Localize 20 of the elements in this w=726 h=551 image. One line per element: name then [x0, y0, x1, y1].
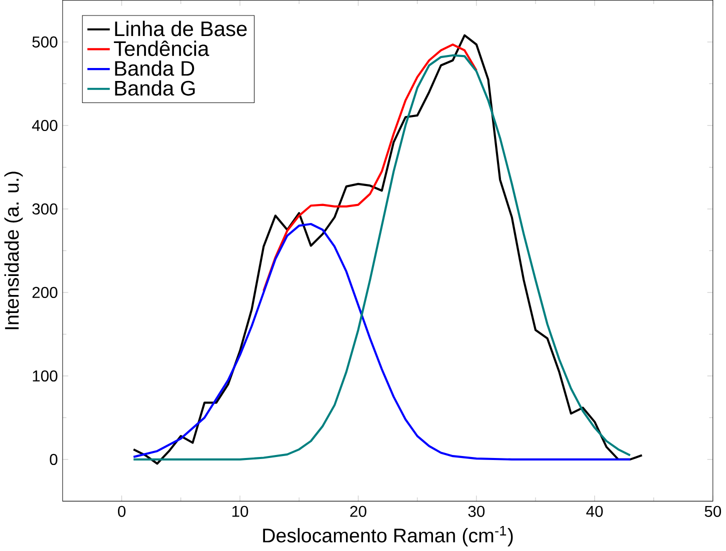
y-axis-title: Intensidade (a. u.)	[4, 172, 23, 330]
y-tick-label: 300	[32, 204, 58, 215]
x-tick-label: 0	[118, 506, 126, 518]
line-series	[262, 44, 478, 292]
y-tick-label: 200	[32, 287, 58, 298]
y-tick-label: 0	[50, 454, 58, 466]
x-tick-label: 10	[232, 506, 248, 518]
y-tick-label: 100	[32, 370, 58, 382]
x-tick-label: 50	[704, 506, 722, 518]
x-tick-label: 40	[586, 506, 603, 518]
y-tick-label: 500	[32, 36, 58, 48]
legend-label: Banda D	[115, 60, 194, 76]
x-axis-title: Deslocamento Raman (cm$^{-1}$)	[263, 526, 513, 546]
legend-label: Banda G	[115, 80, 195, 96]
x-tick-label: 20	[350, 506, 366, 518]
legend-label: Tendência	[114, 40, 210, 56]
legend-label: Linha de Base	[115, 20, 247, 36]
x-tick-label: 30	[468, 506, 485, 518]
y-tick-label: 400	[32, 120, 58, 132]
line-series	[132, 223, 632, 461]
